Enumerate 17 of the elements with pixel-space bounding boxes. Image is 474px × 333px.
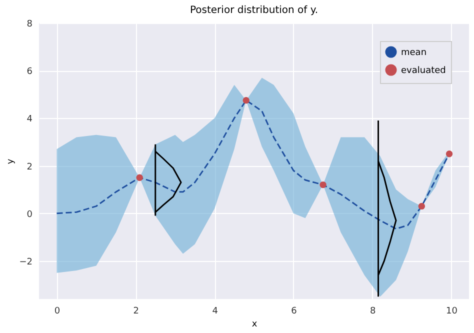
y-tick-label: −2 [19, 257, 32, 268]
y-tick-label: 2 [26, 162, 32, 172]
x-tick-label: 6 [291, 306, 298, 316]
x-tick-label: 8 [370, 306, 376, 316]
x-axis-title: x [252, 320, 258, 330]
legend-label: evaluated [401, 66, 446, 76]
x-tick-label: 0 [54, 306, 60, 316]
x-tick-label: 4 [212, 306, 218, 316]
chart-title: Posterior distribution of y. [190, 5, 318, 16]
y-tick-label: 4 [26, 114, 33, 125]
x-tick-label: 2 [133, 306, 140, 316]
y-tick-label: 8 [26, 20, 33, 30]
x-tick-label: 10 [446, 306, 458, 316]
y-axis-title: y [6, 158, 16, 164]
y-tick-label: 6 [26, 67, 33, 78]
y-tick-label: 0 [26, 210, 33, 220]
legend-label: mean [401, 48, 427, 58]
